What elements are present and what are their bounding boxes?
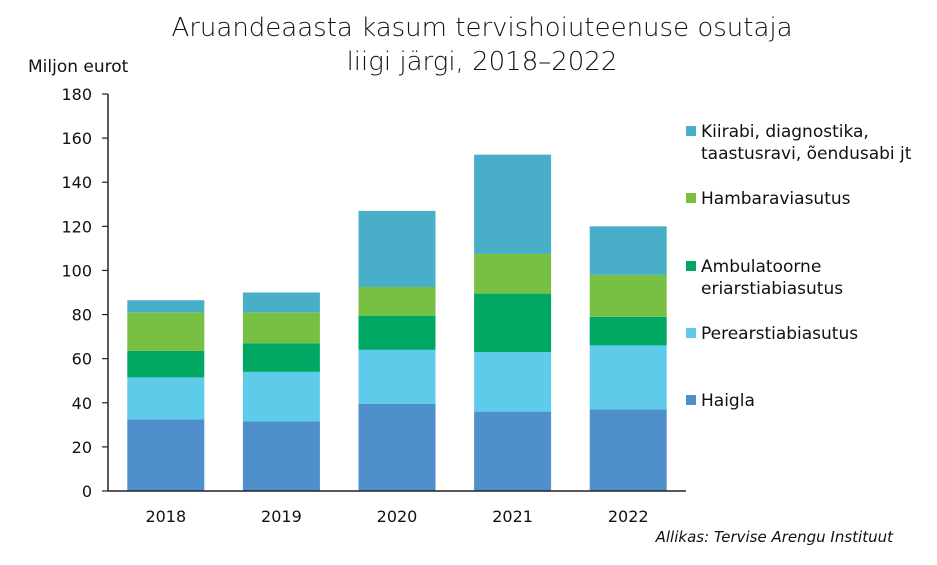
x-tick-label-2022: 2022 [608, 507, 649, 526]
bar-2022-series-2 [589, 316, 667, 346]
legend-swatch-2 [686, 261, 696, 271]
x-tick-label-2021: 2021 [492, 507, 533, 526]
bar-2018-series-4 [127, 300, 205, 313]
x-tick-label-2019: 2019 [261, 507, 302, 526]
chart-title-line-2: liigi järgi, 2018–2022 [347, 47, 618, 77]
y-tick-label-5: 100 [61, 261, 92, 280]
bar-2018-series-3 [127, 312, 205, 351]
y-tick-label-7: 140 [61, 173, 92, 192]
bar-2020-series-3 [358, 286, 436, 316]
bar-2020-series-2 [358, 315, 436, 350]
bar-2021-series-2 [474, 293, 552, 353]
bar-2022-series-0 [589, 409, 667, 491]
bar-2018-series-1 [127, 377, 205, 420]
y-axis-label: Miljon eurot [28, 57, 129, 77]
bar-2021-series-1 [474, 352, 552, 412]
bar-2022-series-4 [589, 226, 667, 275]
bar-2021-series-3 [474, 253, 552, 294]
legend-label-4-0: Kiirabi, diagnostika, [701, 122, 869, 142]
y-tick-label-1: 20 [72, 438, 92, 457]
y-tick-label-4: 80 [72, 306, 92, 325]
bars [127, 154, 667, 491]
y-tick-label-0: 0 [82, 482, 92, 501]
legend-label-0-0: Haigla [701, 391, 755, 411]
x-tick-label-2018: 2018 [145, 507, 186, 526]
bar-2018-series-0 [127, 419, 205, 491]
legend-swatch-4 [686, 126, 696, 136]
bar-2021-series-4 [474, 154, 552, 254]
bar-2019-series-0 [242, 421, 320, 491]
x-tick-label-2020: 2020 [377, 507, 418, 526]
bar-2020-series-1 [358, 349, 436, 404]
axes [107, 94, 686, 492]
y-tick-label-9: 180 [61, 85, 92, 104]
bar-2018-series-2 [127, 350, 205, 378]
legend-label-2-0: Ambulatoorne [701, 257, 821, 277]
x-axis-ticks: 2018 2019 2020 2021 2022 [145, 507, 648, 526]
source-note: Allikas: Tervise Arengu Instituut [655, 528, 894, 546]
chart-title-line-1: Aruandeaasta kasum tervishoiuteenuse osu… [171, 13, 792, 43]
bar-2019-series-1 [242, 371, 320, 422]
y-tick-label-2: 40 [72, 394, 92, 413]
legend: Kiirabi, diagnostika,taastusravi, õendus… [686, 122, 912, 411]
bar-2019-series-2 [242, 343, 320, 372]
chart-title: Aruandeaasta kasum tervishoiuteenuse osu… [171, 13, 792, 77]
legend-label-4-1: taastusravi, õendusabi jt [701, 144, 912, 164]
y-tick-label-3: 60 [72, 350, 92, 369]
y-tick-label-6: 120 [61, 217, 92, 236]
bar-2019-series-3 [242, 312, 320, 344]
y-axis-ticks: 0 20 40 60 80 100 120 140 160 180 [61, 85, 108, 501]
legend-swatch-0 [686, 395, 696, 405]
legend-swatch-3 [686, 193, 696, 203]
bar-2022-series-1 [589, 345, 667, 410]
legend-label-2-1: eriarstiabiasutus [701, 279, 843, 299]
bar-2020-series-0 [358, 403, 436, 491]
bar-2021-series-0 [474, 411, 552, 491]
legend-swatch-1 [686, 328, 696, 338]
bar-2019-series-4 [242, 292, 320, 313]
bar-2020-series-4 [358, 210, 436, 287]
bar-2022-series-3 [589, 274, 667, 317]
y-tick-label-8: 160 [61, 129, 92, 148]
legend-label-3-0: Hambaraviasutus [701, 189, 851, 209]
legend-label-1-0: Perearstiabiasutus [701, 324, 858, 344]
